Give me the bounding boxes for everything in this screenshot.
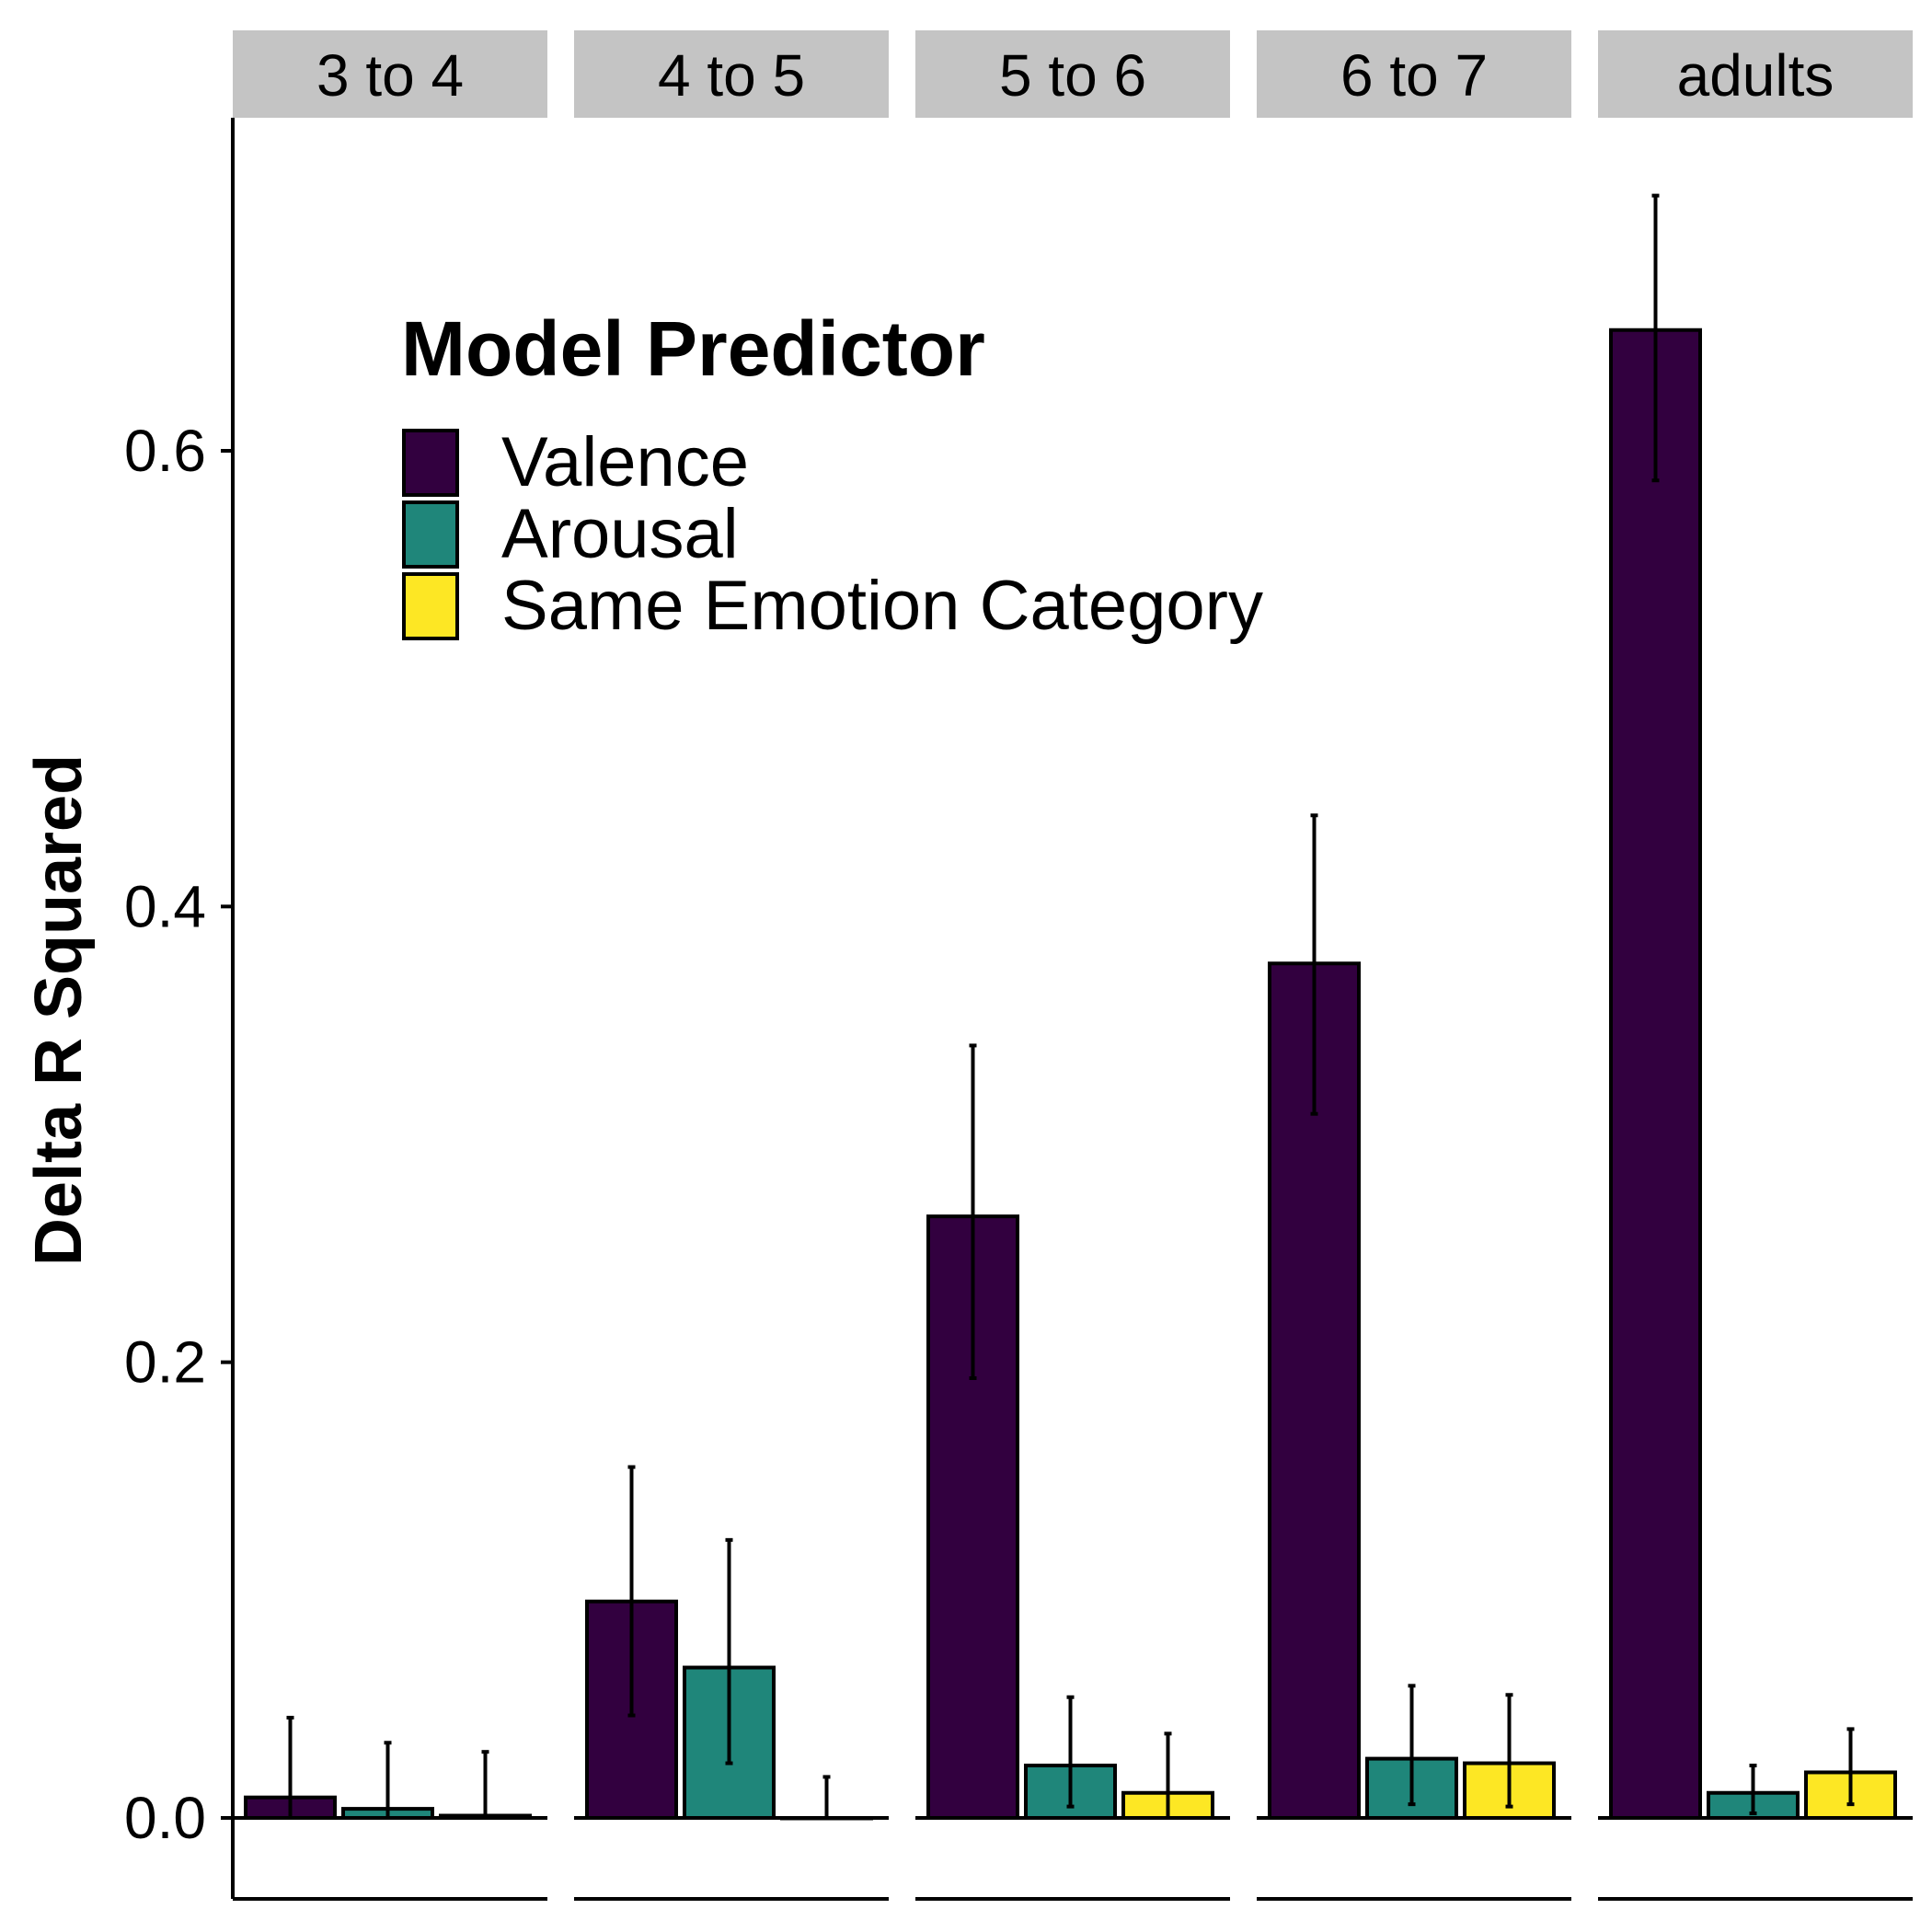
bar [1609,328,1702,1820]
legend-title: Model Predictor [401,305,985,392]
facet-label: adults [1677,42,1834,109]
facet-strip [915,30,1230,118]
facet-label: 3 to 4 [316,42,464,109]
bars-layer [244,328,1897,1821]
facet-label: 5 to 6 [999,42,1146,109]
facet-label: 6 to 7 [1340,42,1488,109]
legend-entry-label: Arousal [501,495,739,573]
legend-entry-label: Same Emotion Category [501,567,1263,645]
y-tick-label: 0.6 [124,418,206,484]
facet-strip [1257,30,1571,118]
legend-entry-label: Valence [501,423,749,501]
y-axis-label: Delta R Squared [22,754,96,1266]
facet-label: 4 to 5 [658,42,805,109]
axes-layer [231,118,1913,1901]
legend-swatch [402,429,459,497]
y-tick-label: 0.4 [124,873,206,939]
facet-strip [1598,30,1913,118]
facet-strips: 3 to 4 4 to 5 5 to 6 6 to 7 adults [233,30,1913,118]
facet-strip [574,30,889,118]
y-tick-label: 0.2 [124,1329,206,1396]
legend-swatch [402,572,459,640]
facet-strip [233,30,547,118]
y-tick-label: 0.0 [124,1785,206,1851]
y-axis-ticks: 0.0 0.2 0.4 0.6 [124,418,233,1851]
legend-swatch [402,500,459,569]
